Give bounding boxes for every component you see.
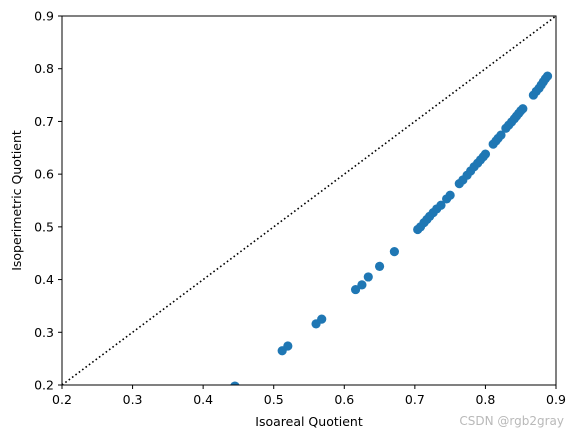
reference-line-layer [61,15,557,386]
data-point [542,71,553,81]
y-tick-label: 0.9 [34,9,54,24]
x-tick-label: 0.8 [475,392,495,407]
plot-area [61,15,557,386]
y-tick-label: 0.7 [34,114,54,129]
data-point [436,200,446,210]
x-tick-label: 0.3 [123,392,143,407]
y-tick-label: 0.2 [34,378,54,393]
data-points-layer [230,71,553,385]
data-point [445,190,455,200]
x-tick-label: 0.4 [193,392,213,407]
data-point [518,104,528,114]
data-point [357,280,367,290]
data-point [363,272,373,282]
y-tick-label: 0.3 [34,325,54,340]
data-point [374,261,385,271]
data-point [480,149,491,159]
data-point [389,247,399,257]
x-tick-label: 0.7 [405,392,425,407]
axis-ticks: 0.2 0.3 0.4 0.5 0.6 0.7 0.8 0.9 0.2 0.3 0.4 0.5 0.6 0… [34,9,566,408]
x-tick-label: 0.6 [334,392,354,407]
data-point [317,314,327,324]
y-tick-label: 0.4 [34,272,54,287]
watermark-text: CSDN @rgb2gray [459,414,564,428]
x-tick-label: 0.9 [546,392,566,407]
y-tick-label: 0.5 [34,219,54,234]
data-point [230,381,240,385]
x-tick-label: 0.5 [264,392,284,407]
diagonal-reference-line [61,15,557,386]
x-tick-label: 0.2 [52,392,72,407]
x-axis-label: Isoareal Quotient [255,414,363,429]
data-point [283,341,293,351]
data-point [496,130,506,140]
y-tick-label: 0.8 [34,61,54,76]
y-tick-label: 0.6 [34,167,54,182]
y-axis-label: Isoperimetric Quotient [9,130,24,271]
data-point [350,284,361,295]
